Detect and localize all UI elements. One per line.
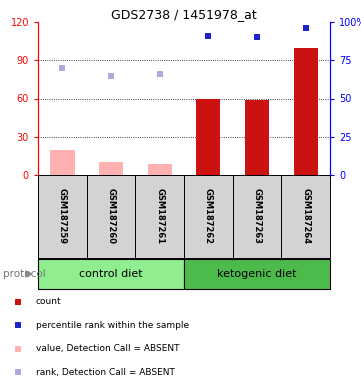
Point [157, 71, 162, 77]
Point [60, 65, 65, 71]
Bar [87, 175, 135, 258]
Bar [38, 175, 87, 258]
Text: GSM187263: GSM187263 [252, 189, 261, 245]
Point [15, 299, 21, 305]
Point [108, 73, 114, 79]
Bar [135, 175, 184, 258]
Bar [281, 175, 330, 258]
Text: count: count [36, 297, 61, 306]
Text: GSM187260: GSM187260 [106, 189, 116, 245]
Bar [233, 175, 281, 258]
Text: percentile rank within the sample: percentile rank within the sample [36, 321, 189, 330]
Bar [99, 162, 123, 175]
Point [15, 369, 21, 375]
Bar [50, 149, 74, 175]
Bar [184, 175, 233, 258]
Bar [245, 100, 269, 175]
Point [205, 33, 211, 39]
Text: GSM187264: GSM187264 [301, 189, 310, 245]
Text: GSM187262: GSM187262 [204, 189, 213, 245]
Text: GSM187261: GSM187261 [155, 189, 164, 245]
Bar [38, 259, 184, 289]
Bar [196, 99, 221, 175]
Text: value, Detection Call = ABSENT: value, Detection Call = ABSENT [36, 344, 179, 353]
Point [303, 25, 309, 31]
Text: ketogenic diet: ketogenic diet [217, 269, 297, 279]
Point [15, 322, 21, 328]
Text: rank, Detection Call = ABSENT: rank, Detection Call = ABSENT [36, 368, 175, 377]
Bar [293, 48, 318, 175]
Text: GSM187259: GSM187259 [58, 189, 67, 245]
Point [254, 34, 260, 40]
Bar [148, 164, 172, 175]
Text: protocol: protocol [3, 269, 46, 279]
Bar [184, 259, 330, 289]
Title: GDS2738 / 1451978_at: GDS2738 / 1451978_at [111, 8, 257, 21]
Point [15, 346, 21, 352]
Text: control diet: control diet [79, 269, 143, 279]
